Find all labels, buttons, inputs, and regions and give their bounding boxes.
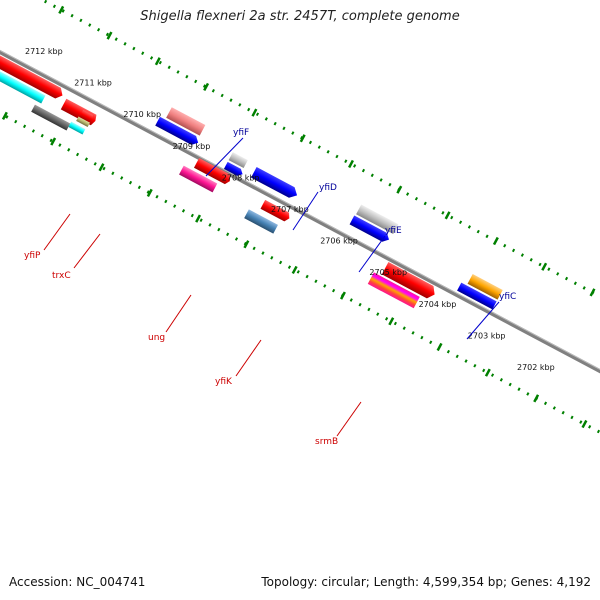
major-tick [146, 188, 153, 198]
genome-summary-text: Topology: circular; Length: 4,599,354 bp… [261, 575, 591, 589]
major-tick [50, 137, 57, 146]
major-tick [203, 82, 210, 92]
gene-label-yfiF[interactable]: yfiF [233, 128, 249, 138]
feature-srmB-red[interactable] [381, 262, 438, 301]
major-tick [243, 240, 250, 249]
minus-strand-features [0, 52, 438, 309]
gene-label-yfiE[interactable]: yfiE [385, 226, 402, 236]
feature-yfiD[interactable] [228, 152, 248, 169]
feature-yfiC[interactable] [356, 204, 399, 234]
major-tick [339, 291, 346, 300]
feature-trxC-gray[interactable] [31, 104, 71, 131]
outer-major-ticks [58, 5, 596, 297]
major-tick [436, 342, 443, 352]
feature-srmB[interactable] [367, 272, 420, 309]
major-tick [581, 419, 588, 429]
major-tick [388, 317, 395, 326]
accession-text: Accession: NC_004741 [9, 575, 146, 589]
major-tick [484, 368, 491, 377]
kbp-label: 2702 kbp [517, 363, 555, 372]
feature-red-small[interactable] [79, 109, 94, 123]
major-tick [154, 57, 161, 66]
feature-orange[interactable] [467, 273, 503, 300]
major-tick [348, 159, 354, 169]
feature-blue-2[interactable] [223, 161, 245, 178]
gene-label-trxC[interactable]: trxC [52, 271, 71, 281]
major-tick [541, 262, 548, 271]
feature-blue-4[interactable] [457, 282, 497, 310]
major-tick [251, 108, 258, 117]
feature-ung[interactable] [179, 165, 218, 193]
major-tick [98, 163, 105, 172]
major-tick [106, 31, 113, 40]
feature-red-big[interactable] [0, 52, 65, 101]
gene-label-yfiP[interactable]: yfiP [24, 251, 41, 261]
gene-labels-plus: yfiF yfiD yfiE yfiC [205, 128, 516, 340]
major-tick [444, 211, 451, 220]
map-title: Shigella flexneri 2a str. 2457T, complet… [140, 9, 460, 24]
kbp-label: 2711 kbp [74, 79, 112, 88]
feature-blue-3[interactable] [349, 215, 392, 245]
major-tick [589, 288, 596, 297]
kbp-label: 2706 kbp [320, 237, 358, 246]
plus-strand-features [155, 107, 503, 310]
gene-label-yfiK[interactable]: yfiK [215, 377, 233, 387]
kbp-label: 2704 kbp [419, 300, 457, 309]
gene-label-ung[interactable]: ung [148, 333, 165, 343]
gene-labels-minus: yfiP trxC ung yfiK srmB [24, 213, 362, 447]
feature-blue-1[interactable] [155, 116, 200, 147]
kbp-label: 2707 kbp [271, 205, 309, 214]
gene-label-yfiC[interactable]: yfiC [499, 292, 516, 302]
kbp-label: 2710 kbp [123, 110, 161, 119]
feature-cyan-small[interactable] [68, 121, 86, 135]
kbp-label: 2709 kbp [173, 142, 211, 151]
major-tick [299, 134, 306, 143]
major-tick [1, 111, 8, 120]
major-tick [396, 185, 403, 194]
major-tick [58, 5, 65, 15]
kbp-labels: 2712 kbp 2711 kbp 2710 kbp 2709 kbp 2708 kbp… [25, 47, 555, 372]
major-tick [291, 265, 298, 275]
feature-olive[interactable] [76, 116, 90, 128]
feature-yfiK[interactable] [244, 209, 278, 234]
gene-label-yfiD[interactable]: yfiD [319, 183, 337, 193]
feature-ung-red[interactable] [193, 157, 233, 186]
feature-yfiP[interactable] [0, 65, 46, 104]
kbp-label: 2703 kbp [468, 331, 506, 340]
feature-yfiF[interactable] [166, 107, 206, 136]
feature-yfiK-red[interactable] [260, 199, 291, 223]
inner-major-ticks [1, 111, 588, 429]
major-tick [533, 394, 540, 403]
inner-tick-track [0, 86, 600, 466]
feature-yfiE[interactable] [250, 167, 300, 201]
kbp-label: 2705 kbp [369, 268, 407, 277]
outer-tick-track [8, 0, 600, 360]
major-tick [492, 236, 499, 246]
kbp-label: 2708 kbp [222, 173, 260, 182]
major-tick [195, 214, 202, 223]
kbp-label: 2712 kbp [25, 47, 63, 56]
gene-label-srmB[interactable]: srmB [315, 437, 338, 447]
genome-backbone [0, 38, 600, 418]
